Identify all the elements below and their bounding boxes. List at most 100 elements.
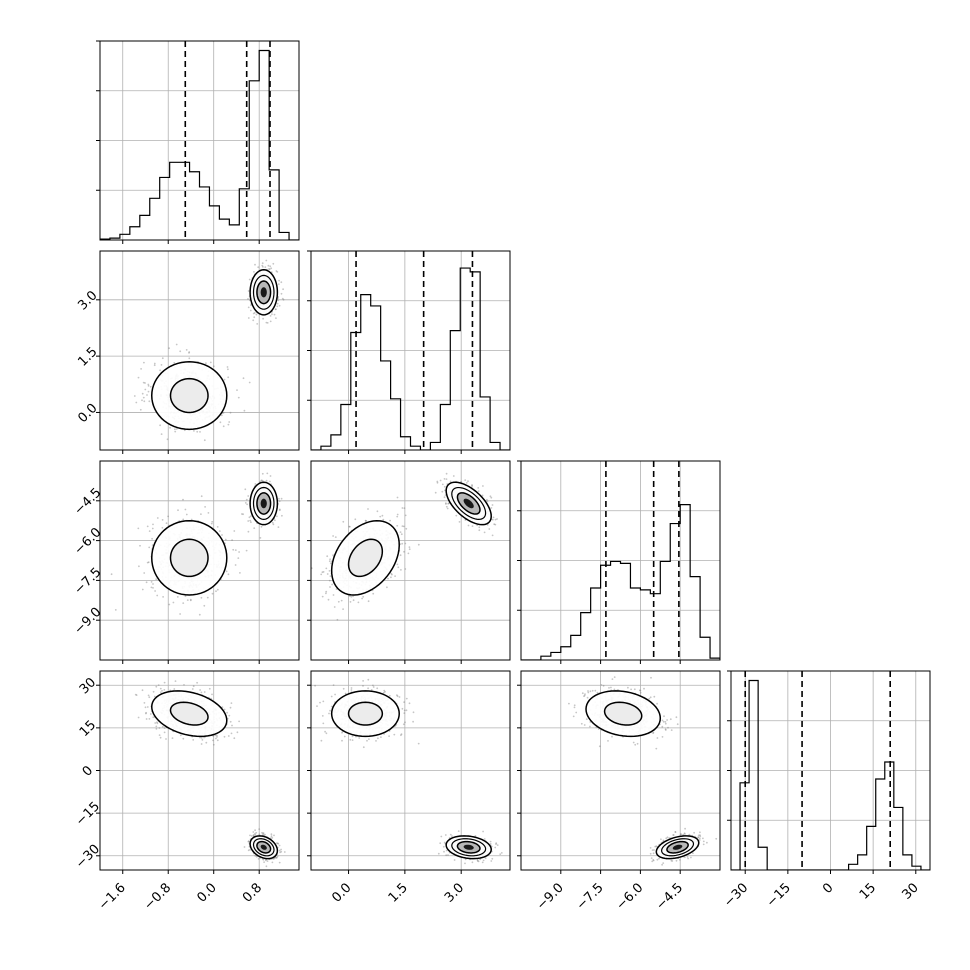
sample-point bbox=[149, 385, 152, 388]
sample-point bbox=[255, 855, 258, 858]
sample-point bbox=[163, 727, 166, 729]
sample-point bbox=[203, 439, 206, 442]
sample-point bbox=[255, 313, 258, 316]
sample-point bbox=[270, 267, 273, 270]
sample-point bbox=[171, 737, 174, 739]
sample-point bbox=[145, 581, 148, 584]
sample-point bbox=[173, 362, 176, 364]
sample-point bbox=[141, 588, 144, 591]
sample-point bbox=[396, 563, 399, 566]
sample-point bbox=[279, 851, 281, 854]
sample-point bbox=[221, 534, 223, 536]
sample-point bbox=[393, 733, 396, 736]
sample-point bbox=[260, 479, 263, 482]
sample-point bbox=[336, 618, 339, 621]
sample-point bbox=[163, 681, 166, 684]
sample-point bbox=[254, 263, 256, 266]
sample-point bbox=[159, 687, 162, 690]
sample-point bbox=[383, 689, 386, 692]
sample-point bbox=[269, 265, 272, 268]
sample-point bbox=[372, 684, 374, 687]
sample-point bbox=[224, 538, 227, 541]
sample-point bbox=[265, 859, 267, 862]
x-tick-label: −15 bbox=[764, 880, 794, 910]
sample-point bbox=[362, 746, 365, 749]
sample-point bbox=[276, 271, 279, 273]
sample-point bbox=[159, 424, 162, 427]
sample-point bbox=[138, 565, 140, 568]
density-contour bbox=[256, 492, 272, 515]
sample-point bbox=[249, 519, 252, 522]
sample-point bbox=[200, 737, 203, 739]
sample-point bbox=[478, 529, 481, 532]
sample-point bbox=[227, 735, 230, 737]
density-fill bbox=[170, 378, 209, 413]
sample-point bbox=[494, 518, 497, 521]
sample-point bbox=[329, 562, 332, 565]
sample-point bbox=[319, 701, 321, 704]
sample-point bbox=[139, 408, 142, 411]
sample-point bbox=[141, 689, 144, 692]
sample-point bbox=[155, 685, 158, 688]
sample-point bbox=[280, 850, 283, 853]
sample-point bbox=[244, 488, 247, 491]
sample-point bbox=[265, 259, 268, 262]
sample-point bbox=[220, 414, 223, 417]
sample-point bbox=[492, 516, 495, 519]
sample-point bbox=[444, 489, 446, 492]
sample-point bbox=[365, 520, 367, 522]
sample-point bbox=[160, 433, 163, 435]
sample-point bbox=[276, 842, 279, 845]
sample-point bbox=[134, 693, 137, 696]
sample-point bbox=[196, 681, 199, 684]
sample-point bbox=[227, 368, 229, 371]
sample-point bbox=[278, 497, 280, 500]
sample-point bbox=[362, 685, 364, 687]
sample-point bbox=[405, 709, 408, 712]
sample-point bbox=[458, 521, 461, 523]
sample-point bbox=[231, 539, 234, 541]
sample-point bbox=[223, 378, 226, 381]
panel-2-3 bbox=[311, 461, 510, 660]
sample-point bbox=[364, 519, 367, 522]
sample-point bbox=[243, 409, 246, 412]
sample-point bbox=[252, 834, 255, 837]
sample-point bbox=[252, 831, 255, 833]
sample-point bbox=[110, 573, 113, 576]
sample-point bbox=[248, 278, 251, 281]
sample-point bbox=[467, 480, 469, 483]
sample-point bbox=[159, 736, 162, 739]
sample-point bbox=[242, 377, 245, 380]
sample-point bbox=[245, 498, 248, 501]
sample-point bbox=[261, 262, 264, 265]
sample-point bbox=[146, 706, 149, 708]
sample-point bbox=[269, 475, 272, 477]
panel-frame bbox=[99, 460, 300, 661]
sample-point bbox=[135, 694, 138, 696]
sample-point bbox=[266, 472, 269, 475]
sample-point bbox=[388, 694, 391, 697]
sample-point bbox=[439, 479, 442, 482]
sample-point bbox=[280, 281, 283, 284]
sample-point bbox=[155, 725, 158, 728]
sample-point bbox=[216, 526, 219, 528]
sample-point bbox=[249, 309, 252, 312]
sample-point bbox=[192, 685, 195, 688]
sample-point bbox=[196, 430, 199, 433]
sample-point bbox=[222, 425, 225, 428]
sample-point bbox=[266, 322, 269, 324]
sample-point bbox=[226, 711, 229, 714]
sample-point bbox=[270, 833, 273, 836]
sample-point bbox=[340, 599, 343, 602]
sample-point bbox=[278, 500, 281, 503]
sample-point bbox=[320, 573, 323, 576]
sample-point bbox=[273, 834, 275, 837]
sample-point bbox=[174, 680, 177, 682]
sample-point bbox=[283, 851, 286, 853]
sample-point bbox=[332, 554, 334, 557]
sample-point bbox=[221, 706, 224, 708]
x-tick-label: 0.0 bbox=[195, 880, 220, 905]
sample-point bbox=[215, 590, 217, 593]
sample-point bbox=[154, 722, 157, 724]
sample-point bbox=[157, 684, 160, 686]
